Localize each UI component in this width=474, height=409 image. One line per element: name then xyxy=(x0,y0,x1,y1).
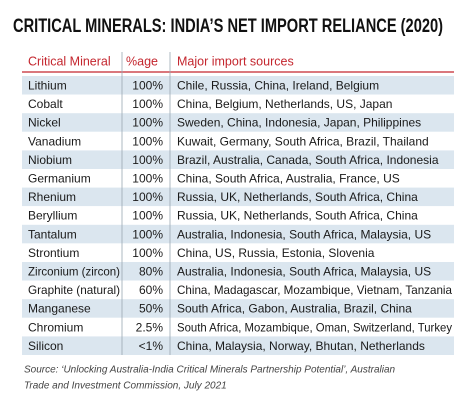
mineral-cell: Rhenium xyxy=(28,190,76,204)
percent-cell: 80% xyxy=(139,264,163,278)
row-background xyxy=(22,299,454,318)
column-header: Major import sources xyxy=(177,54,294,68)
column-header: %age xyxy=(126,54,158,68)
percent-cell: 100% xyxy=(132,246,163,260)
mineral-cell: Strontium xyxy=(28,246,79,260)
mineral-cell: Manganese xyxy=(28,302,91,316)
column-header: Critical Mineral xyxy=(28,54,111,68)
sources-cell: China, Madagascar, Mozambique, Vietnam, … xyxy=(177,283,452,297)
mineral-cell: Beryllium xyxy=(28,209,77,223)
row-background xyxy=(22,206,454,225)
row-background xyxy=(22,131,454,151)
mineral-cell: Nickel xyxy=(28,116,61,130)
mineral-cell: Niobium xyxy=(28,153,72,167)
sources-cell: South Africa, Gabon, Australia, Brazil, … xyxy=(177,302,412,316)
percent-cell: 100% xyxy=(132,190,163,204)
percent-cell: 100% xyxy=(132,97,163,111)
sources-cell: South Africa, Mozambique, Oman, Switzerl… xyxy=(177,320,452,334)
percent-cell: 100% xyxy=(132,171,163,185)
sources-cell: China, US, Russia, Estonia, Slovenia xyxy=(177,246,375,260)
percent-cell: 60% xyxy=(139,283,163,297)
percent-cell: 100% xyxy=(132,134,163,148)
row-background xyxy=(22,280,454,300)
table: Critical Mineral %age Major import sources… xyxy=(22,52,454,355)
percent-cell: 100% xyxy=(132,153,163,167)
mineral-cell: Silicon xyxy=(28,339,63,353)
sources-cell: Russia, UK, Netherlands, South Africa, C… xyxy=(177,209,418,223)
row-background xyxy=(22,169,454,188)
sources-cell: China, Malaysia, Norway, Bhutan, Netherl… xyxy=(177,339,425,353)
sources-cell: Kuwait, Germany, South Africa, Brazil, T… xyxy=(177,134,429,148)
percent-cell: 100% xyxy=(132,209,163,223)
mineral-cell: Tantalum xyxy=(28,227,77,241)
sources-cell: Sweden, China, Indonesia, Japan, Philipp… xyxy=(177,116,421,130)
percent-cell: 2.5% xyxy=(136,320,164,334)
source-line: Source: ‘Unlocking Australia-India Criti… xyxy=(24,365,396,376)
row-background xyxy=(22,150,454,169)
mineral-cell: Zirconium (zircon) xyxy=(28,264,120,278)
row-background xyxy=(22,336,454,355)
row-background xyxy=(22,76,454,95)
sources-cell: Chile, Russia, China, Ireland, Belgium xyxy=(177,78,379,92)
row-background xyxy=(22,317,454,337)
row-background xyxy=(22,94,454,114)
sources-cell: Russia, UK, Netherlands, South Africa, C… xyxy=(177,190,418,204)
row-background xyxy=(22,113,454,132)
percent-cell: 50% xyxy=(139,302,163,316)
sources-cell: China, Belgium, Netherlands, US, Japan xyxy=(177,97,392,111)
source-line: Trade and Investment Commission, July 20… xyxy=(24,381,227,392)
row-background xyxy=(22,243,454,262)
percent-cell: 100% xyxy=(132,78,163,92)
percent-cell: 100% xyxy=(132,116,163,130)
mineral-cell: Germanium xyxy=(28,171,91,185)
mineral-cell: Vanadium xyxy=(28,134,81,148)
mineral-cell: Cobalt xyxy=(28,97,63,111)
mineral-cell: Lithium xyxy=(28,78,67,92)
mineral-cell: Chromium xyxy=(28,320,83,334)
sources-cell: Brazil, Australia, Canada, South Africa,… xyxy=(177,153,439,167)
row-background xyxy=(22,224,454,244)
percent-cell: 100% xyxy=(132,227,163,241)
row-background xyxy=(22,187,454,207)
sources-cell: China, South Africa, Australia, France, … xyxy=(177,171,400,185)
sources-cell: Australia, Indonesia, South Africa, Mala… xyxy=(177,227,431,241)
row-background xyxy=(22,262,454,281)
percent-cell: <1% xyxy=(139,339,164,353)
sources-cell: Australia, Indonesia, South Africa, Mala… xyxy=(177,264,431,278)
title: CRITICAL MINERALS: INDIA’S NET IMPORT RE… xyxy=(13,16,443,37)
mineral-cell: Graphite (natural) xyxy=(28,283,120,297)
